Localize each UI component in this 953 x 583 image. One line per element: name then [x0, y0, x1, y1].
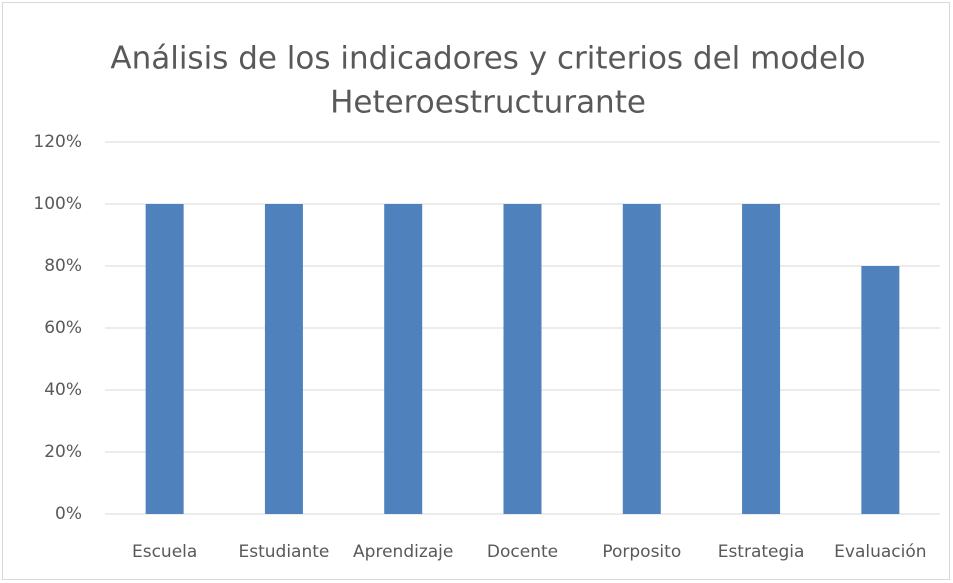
y-tick-label: 80% — [44, 256, 82, 276]
bar — [503, 204, 542, 514]
chart-title: Heteroestructurante — [330, 85, 646, 121]
x-tick-label: Estudiante — [238, 542, 329, 562]
bar — [742, 204, 781, 514]
x-tick-label: Porposito — [602, 542, 681, 562]
y-tick-label: 0% — [55, 504, 82, 524]
x-tick-label: Evaluación — [834, 542, 926, 562]
x-tick-label: Aprendizaje — [353, 542, 453, 562]
bar — [384, 204, 423, 514]
x-tick-label: Docente — [487, 542, 558, 562]
y-tick-label: 100% — [33, 194, 82, 214]
bar — [264, 204, 303, 514]
bar — [145, 204, 184, 514]
y-tick-label: 60% — [44, 318, 82, 338]
bar — [861, 266, 900, 514]
bar — [622, 204, 661, 514]
x-tick-label: Estrategia — [718, 542, 805, 562]
y-tick-label: 40% — [44, 380, 82, 400]
y-tick-label: 120% — [33, 132, 82, 152]
x-tick-label: Escuela — [132, 542, 197, 562]
y-tick-label: 20% — [44, 442, 82, 462]
chart-title: Análisis de los indicadores y criterios … — [110, 41, 865, 77]
